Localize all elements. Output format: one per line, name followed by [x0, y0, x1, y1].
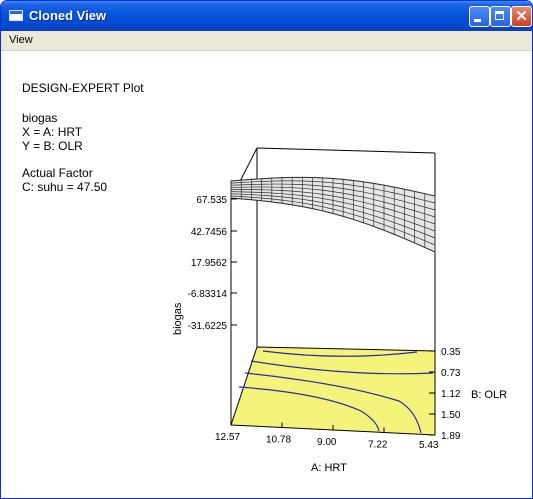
mesh-line — [230, 176, 436, 197]
mesh-line — [230, 180, 436, 204]
menu-view[interactable]: View — [9, 34, 33, 46]
window-title: Cloned View — [29, 8, 107, 23]
contour-line — [244, 372, 422, 434]
minimize-button[interactable] — [469, 6, 490, 27]
mesh-line — [230, 191, 436, 232]
y-tick-label: 1.50 — [441, 410, 461, 421]
mesh-line — [230, 195, 436, 246]
z-axis: 67.535 42.7456 17.9562 -6.83314 -31.6225 — [188, 195, 237, 332]
menu-bar: View — [1, 31, 532, 51]
y-tick-label: 1.12 — [441, 389, 461, 400]
x-tick-label: 7.22 — [368, 440, 388, 451]
close-icon: ✕ — [515, 8, 528, 25]
x-tick-label: 12.57 — [215, 432, 240, 443]
x-axis-label: A: HRT — [311, 462, 347, 474]
actual-factor-header: Actual Factor — [22, 166, 93, 180]
floor-plane — [230, 346, 436, 436]
z-tick-label: 42.7456 — [191, 227, 228, 238]
contour-line — [262, 350, 418, 357]
contour-line — [238, 386, 380, 432]
mesh-line — [230, 197, 436, 253]
mesh-line — [230, 189, 436, 225]
y-axis-label: B: OLR — [471, 389, 507, 401]
contour-lines — [238, 350, 434, 434]
y-tick-label: 0.73 — [441, 368, 461, 379]
y-axis: 0.35 0.73 1.12 1.50 1.89 — [429, 347, 461, 442]
x-tick-label: 10.78 — [266, 435, 291, 446]
x-tick-label: 9.00 — [317, 437, 337, 448]
contour-line — [250, 360, 434, 375]
response-name: biogas — [22, 111, 58, 125]
mesh-line — [230, 183, 436, 211]
close-button[interactable]: ✕ — [511, 6, 532, 27]
x-factor-label: X = A: HRT — [22, 125, 83, 139]
x-tick-label: 5.43 — [419, 440, 439, 451]
actual-factor-value: C: suhu = 47.50 — [22, 180, 108, 194]
surface-mesh — [230, 176, 436, 253]
mesh-line — [230, 186, 436, 218]
z-axis-label: biogas — [172, 302, 184, 335]
y-factor-label: Y = B: OLR — [22, 139, 83, 153]
z-tick-label: 67.535 — [196, 195, 227, 206]
z-tick-label: 17.9562 — [191, 258, 228, 269]
z-tick-label: -6.83314 — [188, 289, 228, 300]
plot-title: DESIGN-EXPERT Plot — [22, 81, 144, 95]
maximize-button[interactable] — [490, 6, 511, 27]
y-tick-label: 0.35 — [441, 347, 461, 358]
window-icon — [9, 10, 23, 21]
x-axis: 12.57 10.78 9.00 7.22 5.43 — [215, 420, 439, 451]
title-bar[interactable]: Cloned View ✕ — [1, 1, 532, 31]
z-tick-label: -31.6225 — [188, 321, 228, 332]
y-tick-label: 1.89 — [441, 431, 461, 442]
mesh-line — [230, 193, 436, 239]
